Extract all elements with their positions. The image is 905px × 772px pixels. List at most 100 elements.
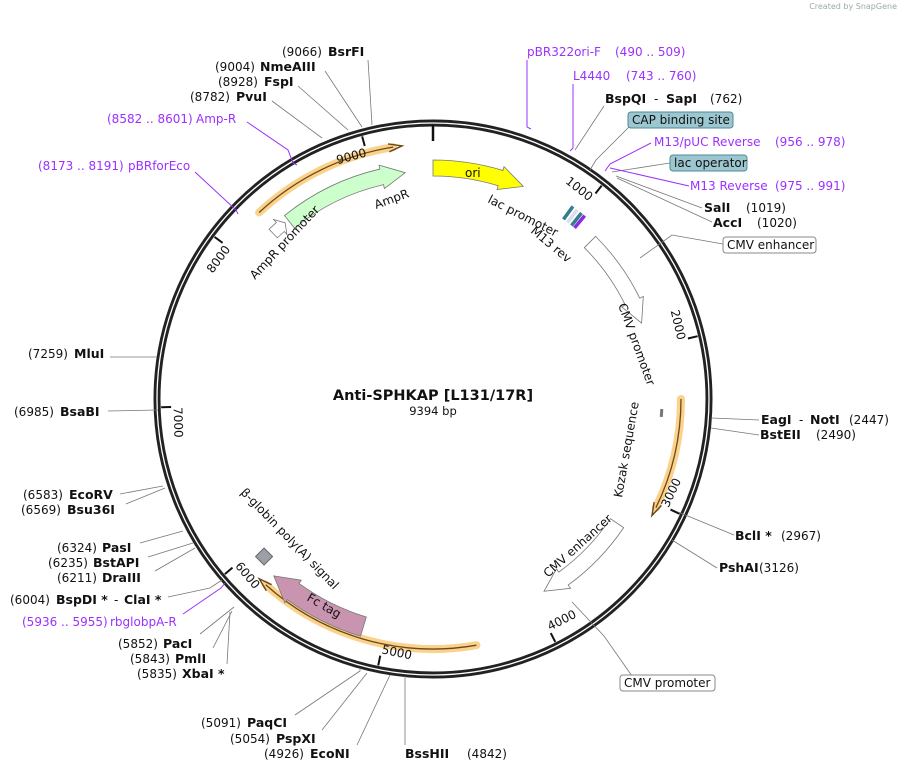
primer-name: pBR322ori-F bbox=[527, 45, 601, 59]
feature-ampr[interactable] bbox=[283, 164, 407, 229]
enzyme-pshai[interactable]: PshAI (3126) bbox=[719, 560, 799, 575]
cut-position: (6211) bbox=[57, 571, 97, 585]
enzyme-nmeaiii[interactable]: (9004) NmeAIII bbox=[215, 59, 316, 74]
primer-l4440[interactable]: L4440 (743 .. 760) bbox=[573, 69, 696, 83]
orf-bottom-arrowhead-icon bbox=[257, 577, 272, 592]
enzyme-pmli[interactable]: (5843) PmlI bbox=[130, 651, 206, 666]
primer-name: pBRforEco bbox=[128, 159, 190, 173]
feature-label-ampr[interactable]: AmpR bbox=[372, 186, 410, 211]
orf-right[interactable] bbox=[655, 398, 682, 509]
tick-mark bbox=[594, 184, 603, 195]
enzyme-name: BsrFI bbox=[328, 44, 364, 59]
enzyme-name: EagI bbox=[761, 412, 792, 427]
feature-label-ori[interactable]: ori bbox=[465, 166, 481, 180]
feature-fc-tag[interactable] bbox=[273, 575, 367, 637]
enzyme-paqci[interactable]: (5091) PaqCI bbox=[201, 715, 287, 730]
enzyme-bsu36i[interactable]: (6569) Bsu36I bbox=[21, 502, 115, 517]
plasmid-length: 9394 bp bbox=[409, 404, 457, 418]
enzyme-pspxi[interactable]: (5054) PspXI bbox=[230, 731, 316, 746]
enzyme-bsrfi[interactable]: (9066) BsrFI bbox=[282, 44, 364, 59]
feature-cmv-enhancer[interactable]: CMV enhancer bbox=[722, 236, 817, 254]
enzyme-name: PacI bbox=[163, 636, 192, 651]
enzyme-name: SalI bbox=[704, 200, 730, 215]
enzyme-fspi[interactable]: (8928) FspI bbox=[218, 74, 294, 89]
cut-position: (6324) bbox=[57, 541, 97, 555]
feature-lac-operator[interactable]: lac operator bbox=[669, 154, 748, 172]
enzyme-ecorv[interactable]: (6583) EcoRV bbox=[23, 487, 113, 502]
feature-lac-region-3[interactable] bbox=[573, 214, 587, 230]
enzyme-econi[interactable]: (4926) EcoNI bbox=[264, 746, 350, 761]
primer-range: (8173 .. 8191) bbox=[38, 159, 124, 173]
enzyme-xbai[interactable]: (5835) XbaI * bbox=[137, 666, 225, 681]
enzyme-bspqi-sapi[interactable]: BspQI - SapI (762) bbox=[605, 91, 742, 106]
enzyme-pvui[interactable]: (8782) PvuI bbox=[190, 89, 267, 104]
feature-box bbox=[722, 236, 817, 254]
enzyme-eagi-noti[interactable]: EagI - NotI (2447) bbox=[761, 412, 889, 427]
enzyme-name: NmeAIII bbox=[260, 59, 316, 74]
feature-cap-binding-site[interactable]: CAP binding site bbox=[627, 111, 734, 129]
primer-amp-r[interactable]: (8582 .. 8601) Amp-R bbox=[107, 112, 236, 126]
enzyme-bsteii[interactable]: BstEII (2490) bbox=[760, 427, 856, 442]
feature-cmv-promoter[interactable]: CMV promoter bbox=[619, 674, 716, 692]
feature-layer bbox=[254, 143, 685, 653]
feature-bglobin-polya[interactable] bbox=[254, 547, 274, 566]
enzyme-bstapi[interactable]: (6235) BstAPI bbox=[48, 555, 139, 570]
primer-name: L4440 bbox=[573, 69, 610, 83]
enzyme-bsabi[interactable]: (6985) BsaBI bbox=[14, 404, 100, 419]
cut-position: (5091) bbox=[201, 716, 241, 730]
feature-ori[interactable] bbox=[432, 159, 525, 191]
orf-top[interactable] bbox=[258, 146, 394, 213]
feature-lac-region-2[interactable] bbox=[570, 211, 583, 227]
feature-cmv-enhancer-1[interactable] bbox=[583, 235, 644, 324]
enzyme-bspdi-clai[interactable]: (6004) BspDI * - ClaI * bbox=[10, 592, 162, 607]
tick-label: 6000 bbox=[232, 559, 262, 591]
enzyme-bsshii[interactable]: BssHII (4842) bbox=[405, 746, 507, 761]
primer-range: (8582 .. 8601) bbox=[107, 112, 193, 126]
tick-label: 2000 bbox=[668, 308, 689, 341]
cut-position: (6569) bbox=[21, 503, 61, 517]
primer-m13-reverse[interactable]: M13 Reverse (975 .. 991) bbox=[690, 179, 845, 193]
feature-label-lac-promoter[interactable]: lac promoter bbox=[486, 192, 561, 239]
feature-label-kozak[interactable]: Kozak sequence bbox=[611, 401, 642, 499]
connector-lines bbox=[107, 59, 760, 746]
enzyme-draiii[interactable]: (6211) DraIII bbox=[57, 570, 141, 585]
primer-range: (975 .. 991) bbox=[775, 179, 845, 193]
orf-bottom[interactable] bbox=[265, 584, 477, 650]
enzyme-name: PmlI bbox=[175, 651, 206, 666]
enzyme-name: BspDI * bbox=[56, 592, 108, 607]
enzyme-name: BstAPI bbox=[93, 555, 139, 570]
tick-label: 1000 bbox=[563, 174, 596, 204]
primer-name: M13 Reverse bbox=[690, 179, 768, 193]
cut-position: (6985) bbox=[14, 405, 54, 419]
tick-label: 9000 bbox=[335, 146, 368, 167]
primer-range: (743 .. 760) bbox=[626, 69, 696, 83]
primer-rbglobpa-r[interactable]: (5936 .. 5955) rbglobpA-R bbox=[22, 615, 177, 629]
feature-box bbox=[619, 674, 716, 692]
feature-lac-region-1[interactable] bbox=[566, 208, 579, 224]
enzyme-name: NotI bbox=[810, 412, 840, 427]
primer-range: (490 .. 509) bbox=[615, 45, 685, 59]
enzyme-bcli[interactable]: BclI * (2967) bbox=[735, 528, 821, 543]
feature-cmv-enhancer-2[interactable] bbox=[543, 518, 625, 592]
primer-m13-puc-reverse[interactable]: M13/pUC Reverse (956 .. 978) bbox=[654, 135, 845, 149]
enzyme-sali[interactable]: SalI (1019) bbox=[704, 200, 786, 215]
enzyme-paci[interactable]: (5852) PacI bbox=[118, 636, 192, 651]
separator: - bbox=[799, 413, 803, 427]
cut-position: (5835) bbox=[137, 667, 177, 681]
enzyme-name: BclI * bbox=[735, 528, 772, 543]
feature-lac-region-0[interactable] bbox=[562, 205, 575, 221]
feature-ampr-promoter[interactable] bbox=[268, 218, 288, 239]
primer-pbrforeco[interactable]: (8173 .. 8191) pBRforEco bbox=[38, 159, 190, 173]
enzyme-name: DraIII bbox=[102, 570, 141, 585]
enzyme-name: ClaI * bbox=[124, 592, 162, 607]
enzyme-mlui[interactable]: (7259) MluI bbox=[28, 346, 104, 361]
enzyme-pasi[interactable]: (6324) PasI bbox=[57, 540, 131, 555]
plasmid-name: Anti-SPHKAP [L131/17R] bbox=[333, 388, 533, 404]
separator: - bbox=[114, 593, 118, 607]
enzyme-acci[interactable]: AccI (1020) bbox=[713, 215, 797, 230]
enzyme-name: PvuI bbox=[236, 89, 267, 104]
enzyme-name: BspQI bbox=[605, 91, 646, 106]
primer-pbr322ori-f[interactable]: pBR322ori-F (490 .. 509) bbox=[527, 45, 685, 59]
separator: - bbox=[654, 92, 658, 106]
